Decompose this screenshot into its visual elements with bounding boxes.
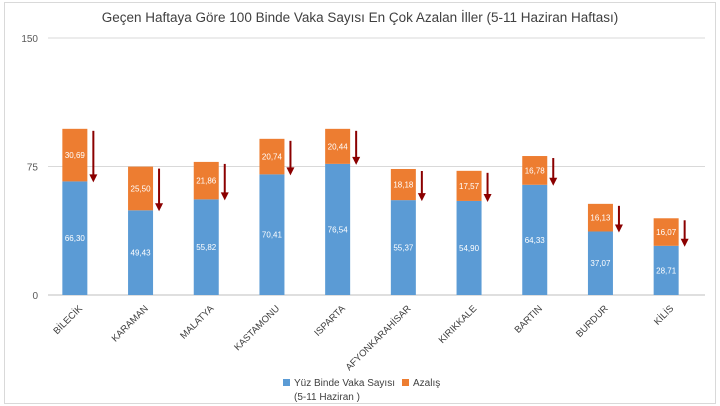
bar-azalis	[62, 128, 88, 182]
bar-vaka	[456, 200, 482, 295]
bar-vaka	[128, 210, 154, 295]
decrease-arrow-head	[549, 177, 558, 186]
bar-azalis	[128, 166, 154, 211]
chart-frame	[4, 2, 716, 404]
x-tick-label: ISPARTA	[312, 303, 348, 339]
bar-azalis	[325, 128, 351, 164]
decrease-arrow-head	[614, 224, 623, 233]
data-label-vaka: 54,90	[459, 244, 480, 253]
x-tick-label: BİLECİK	[51, 303, 85, 337]
bar-vaka	[587, 231, 613, 295]
decrease-arrow-head	[417, 193, 426, 202]
data-label-azalis: 20,44	[328, 142, 349, 151]
x-tick-label: BARTIN	[513, 303, 545, 335]
x-tick-label: KIRIKKALE	[437, 303, 480, 346]
legend-label-vaka-period: (5-11 Haziran )	[294, 392, 360, 403]
bar-azalis	[456, 170, 482, 201]
bar-azalis	[259, 138, 285, 175]
decrease-arrow-head	[352, 156, 361, 165]
decrease-arrow-head	[220, 192, 229, 201]
decrease-arrow-head	[155, 203, 164, 212]
legend-swatch-azalis	[402, 379, 409, 386]
y-tick-label: 150	[21, 34, 38, 45]
x-tick-label: MALATYA	[178, 303, 217, 342]
legend-swatch-vaka	[283, 379, 290, 386]
bar-azalis	[193, 161, 219, 200]
x-tick-label: KARAMAN	[110, 303, 151, 344]
legend-label-azalis: Azalış	[413, 378, 441, 389]
data-label-azalis: 16,78	[525, 166, 546, 175]
decrease-arrow-head	[286, 167, 295, 176]
chart-title: Geçen Haftaya Göre 100 Binde Vaka Sayısı…	[101, 10, 619, 25]
data-label-azalis: 20,74	[262, 153, 283, 162]
data-label-azalis: 25,50	[131, 184, 152, 193]
data-label-vaka: 49,43	[131, 249, 152, 258]
data-label-azalis: 18,18	[393, 181, 414, 190]
data-label-vaka: 76,54	[328, 225, 349, 234]
x-tick-label: AFYONKARAHİSAR	[344, 303, 414, 373]
legend-item-azalis: Azalış	[402, 378, 440, 389]
x-tick-label: BURDUR	[574, 303, 611, 340]
legend-item-vaka: Yüz Binde Vaka Sayısı	[283, 378, 395, 389]
data-label-azalis: 17,57	[459, 182, 480, 191]
y-tick-label: 0	[32, 291, 38, 302]
x-tick-label: KİLİS	[652, 303, 676, 327]
bar-vaka	[653, 245, 679, 295]
bar-azalis	[587, 203, 613, 232]
bar-vaka	[62, 181, 88, 295]
data-label-vaka: 28,71	[656, 266, 677, 275]
decrease-arrow-head	[89, 174, 98, 183]
bar-azalis	[653, 218, 679, 246]
bar-vaka	[522, 184, 548, 295]
data-label-azalis: 21,86	[196, 177, 217, 186]
data-label-vaka: 66,30	[65, 234, 86, 243]
data-label-azalis: 30,69	[65, 151, 86, 160]
bar-azalis	[390, 168, 416, 201]
data-label-vaka: 64,33	[525, 236, 546, 245]
bar-vaka	[193, 199, 219, 295]
data-label-vaka: 37,07	[590, 259, 611, 268]
data-label-azalis: 16,13	[590, 214, 611, 223]
bar-vaka	[259, 174, 285, 295]
data-label-vaka: 55,82	[196, 243, 217, 252]
data-label-azalis: 16,07	[656, 228, 677, 237]
bar-vaka	[325, 163, 351, 295]
y-tick-label: 75	[27, 163, 39, 174]
x-tick-label: KASTAMONU	[232, 303, 282, 353]
data-label-vaka: 55,37	[393, 244, 414, 253]
decrease-arrow-head	[680, 238, 689, 247]
bar-vaka	[390, 200, 416, 295]
decrease-arrow-head	[483, 193, 492, 202]
legend-label-vaka: Yüz Binde Vaka Sayısı	[294, 378, 395, 389]
bar-azalis	[522, 156, 548, 185]
data-label-vaka: 70,41	[262, 231, 283, 240]
